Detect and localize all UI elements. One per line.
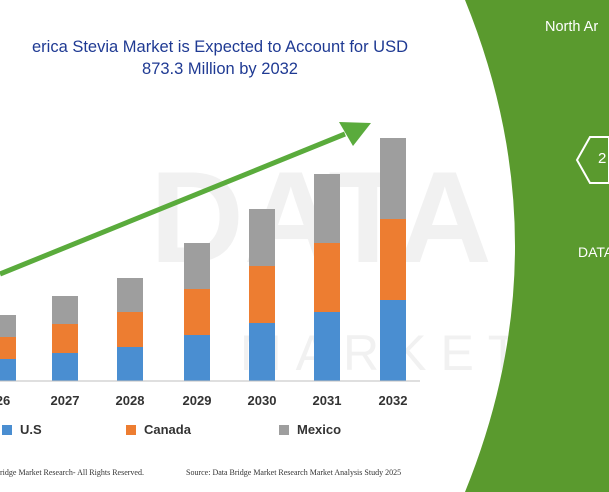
bar-canada-2030 [249, 266, 275, 323]
x-tick-label-26: 26 [0, 393, 10, 408]
trend-arrow-head [339, 122, 371, 146]
badge-value: 2 [598, 150, 607, 167]
bar-us-2031 [314, 312, 340, 381]
x-tick-label-2027: 2027 [51, 393, 80, 408]
right-panel [465, 0, 609, 492]
bar-canada-2028 [117, 312, 143, 347]
bar-canada-2029 [184, 289, 210, 335]
panel-title: North Ar [545, 19, 599, 35]
bar-us-2032 [380, 300, 406, 381]
legend-item-us: U.S [2, 422, 42, 437]
chart-title-line1: erica Stevia Market is Expected to Accou… [32, 38, 408, 56]
bar-us-2028 [117, 347, 143, 381]
legend-swatch-mexico [279, 424, 289, 435]
bar-canada-2027 [52, 324, 78, 353]
bar-canada-2031 [314, 243, 340, 312]
chart-title-line2: 873.3 Million by 2032 [142, 60, 298, 78]
footer-source: Source: Data Bridge Market Research Mark… [186, 468, 402, 477]
x-tick-label-2032: 2032 [379, 393, 408, 408]
x-tick-label-2028: 2028 [116, 393, 145, 408]
legend-swatch-canada [126, 424, 136, 435]
legend-label-us: U.S [20, 422, 42, 437]
bar-mexico-2027 [52, 296, 78, 324]
bar-canada-26 [0, 337, 16, 359]
bar-mexico-26 [0, 315, 16, 337]
bar-us-2029 [184, 335, 210, 381]
x-tick-label-2031: 2031 [313, 393, 342, 408]
bar-us-2030 [249, 323, 275, 381]
x-tick-label-2029: 2029 [183, 393, 212, 408]
bars-layer [0, 138, 406, 381]
legend-item-canada: Canada [126, 422, 191, 437]
legend-swatch-us [2, 424, 12, 435]
footer-copyright: ridge Market Research- All Rights Reserv… [0, 468, 144, 477]
bar-mexico-2030 [249, 209, 275, 266]
legend-label-canada: Canada [144, 422, 191, 437]
bar-us-26 [0, 359, 16, 381]
bar-canada-2032 [380, 219, 406, 300]
legend-item-mexico: Mexico [279, 422, 341, 437]
bar-mexico-2032 [380, 138, 406, 219]
bar-mexico-2028 [117, 278, 143, 312]
bar-mexico-2029 [184, 243, 210, 289]
trend-arrow-line [0, 131, 346, 277]
panel-caption: DATA [578, 244, 609, 260]
x-tick-labels: 26 2027 2028 2029 2030 2031 2032 [0, 393, 407, 408]
bar-mexico-2031 [314, 174, 340, 243]
bar-us-2027 [52, 353, 78, 381]
hexagon-badge [575, 136, 609, 184]
legend-label-mexico: Mexico [297, 422, 342, 437]
x-tick-label-2030: 2030 [248, 393, 277, 408]
